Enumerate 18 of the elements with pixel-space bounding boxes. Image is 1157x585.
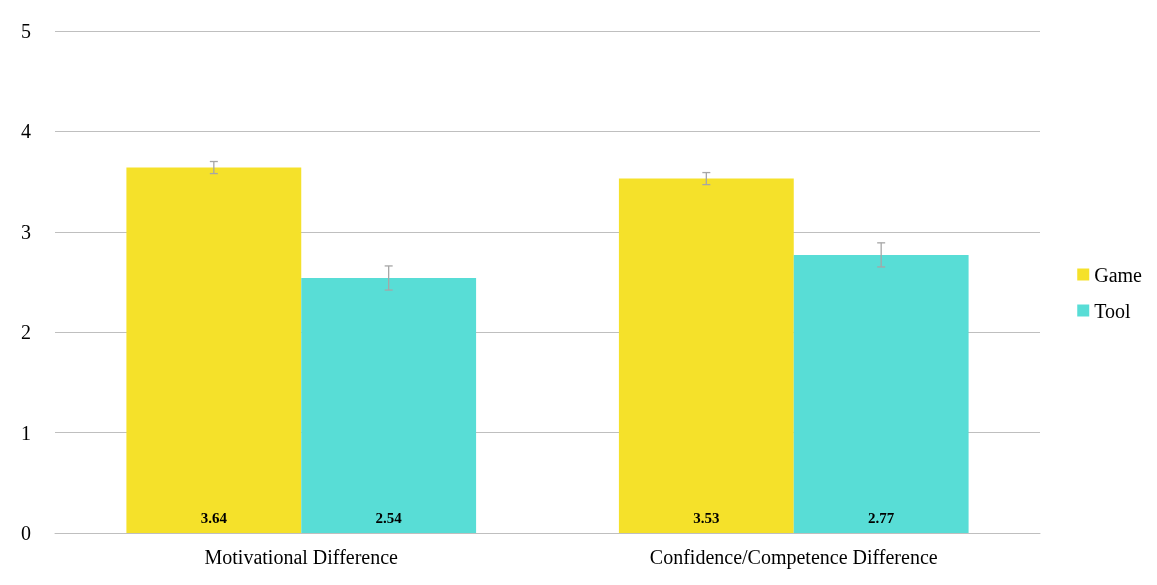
data-label: 3.64 <box>200 509 228 526</box>
y-tick-label: 2 <box>21 321 31 344</box>
bar <box>126 167 302 533</box>
bar <box>618 178 794 533</box>
x-tick-label: Confidence/Competence Difference <box>649 546 938 569</box>
y-tick-label: 3 <box>21 220 31 243</box>
bar <box>301 277 477 533</box>
x-tick-label: Motivational Difference <box>204 546 399 568</box>
data-label: 2.77 <box>868 509 895 526</box>
y-tick-label: 1 <box>21 421 31 444</box>
data-label: 2.54 <box>375 509 403 526</box>
y-tick-label: 4 <box>21 120 31 143</box>
y-tick-label: 0 <box>21 522 31 544</box>
legend-label: Game <box>1094 263 1143 286</box>
legend-label: Tool <box>1094 299 1132 322</box>
y-tick-label: 5 <box>21 20 31 42</box>
bar <box>793 254 969 533</box>
data-label: 3.53 <box>693 509 720 526</box>
